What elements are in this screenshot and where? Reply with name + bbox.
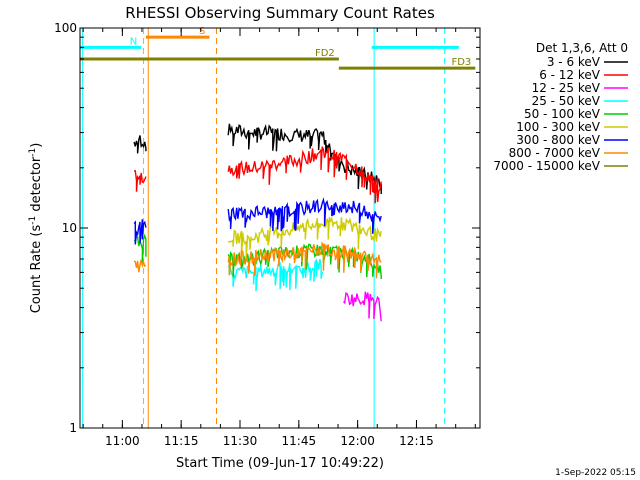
y-axis-label-part1: Count Rate (s <box>29 225 44 314</box>
series-trace-1-0 <box>133 169 147 192</box>
y-tick-label: 100 <box>54 21 77 35</box>
y-axis-label: Count Rate (s-1 detector-1) <box>28 143 44 314</box>
y-axis-label-sup2: -1 <box>28 148 38 157</box>
series-trace-2-0 <box>342 291 382 322</box>
legend-entry-label: 800 - 7000 keV <box>509 146 601 160</box>
series-trace-7-1 <box>227 241 382 279</box>
legend-entry-label: 100 - 300 keV <box>516 120 600 134</box>
x-axis-label: Start Time (09-Jun-17 10:49:22) <box>176 456 384 471</box>
x-tick-label: 11:15 <box>164 434 199 448</box>
legend-entry-label: 12 - 25 keV <box>532 81 601 95</box>
x-tick-label: 12:15 <box>399 434 434 448</box>
annotation-label-4: FD3 <box>451 57 471 68</box>
annotation-label-0: S <box>199 26 205 37</box>
y-tick-label: 10 <box>62 221 77 235</box>
series-trace-7-0 <box>133 259 147 273</box>
series-trace-1-1 <box>227 146 382 204</box>
footer-timestamp: 1-Sep-2022 05:15 <box>555 468 636 478</box>
series-trace-6-0 <box>133 219 147 245</box>
legend-entry-label: 7000 - 15000 keV <box>493 159 600 173</box>
y-axis-label-part3: ) <box>29 143 44 148</box>
series-trace-0-0 <box>133 135 147 154</box>
series-trace-6-1 <box>227 197 382 234</box>
annotation-label-1: N <box>130 36 137 47</box>
y-axis-label-sup1: -1 <box>28 216 38 225</box>
y-tick-label: 1 <box>69 421 77 435</box>
legend-entry-label: 25 - 50 keV <box>532 94 601 108</box>
plot-area: S N FD2 FD3 <box>80 26 476 428</box>
legend-title: Det 1,3,6, Att 0 <box>536 41 628 55</box>
chart-title: RHESSI Observing Summary Count Rates <box>125 4 435 22</box>
legend-entry-label: 300 - 800 keV <box>516 133 600 147</box>
series-trace-3-0 <box>227 258 324 292</box>
axes: 1 10 100 11:00 11:15 11:30 11:45 12:00 12:15 <box>54 21 480 448</box>
x-tick-label: 12:00 <box>340 434 375 448</box>
x-tick-label: 11:45 <box>282 434 317 448</box>
series-trace-5-0 <box>227 216 382 259</box>
annotation-label-3: FD2 <box>315 48 335 59</box>
legend-entry-label: 3 - 6 keV <box>547 55 601 69</box>
y-axis-label-part2: detector <box>29 156 44 216</box>
x-tick-label: 11:00 <box>105 434 140 448</box>
legend-entry-label: 50 - 100 keV <box>524 107 601 121</box>
legend-entry-label: 6 - 12 keV <box>539 68 601 82</box>
x-tick-label: 11:30 <box>223 434 258 448</box>
